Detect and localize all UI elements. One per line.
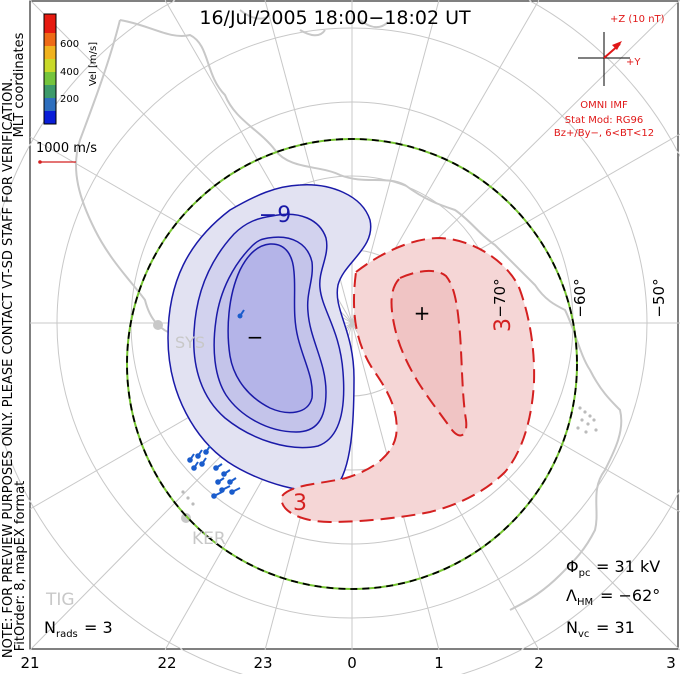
color-bar-tick-600: 600	[60, 39, 79, 50]
radar-count: Nrads = 3	[44, 618, 113, 640]
cross-polar-potential: Φpc = 31 kV	[566, 557, 660, 579]
vector-count: Nvc = 31	[566, 618, 635, 640]
plot-frame	[29, 0, 679, 650]
preview-note: NOTE: FOR PREVIEW PURPOSES ONLY. PLEASE …	[1, 78, 16, 658]
fit-order-note: FitOrder: 8, mapEX format	[13, 481, 28, 652]
page-title: 16/Jul/2005 18:00−18:02 UT	[199, 7, 471, 29]
phi-pc-value: = 31 kV	[596, 557, 660, 576]
imf-y-label: +Y	[626, 57, 641, 68]
mlt-label-0: 0	[347, 654, 357, 672]
grid-points	[181, 406, 598, 506]
color-bar-label: Vel [m/s]	[88, 42, 99, 86]
mlt-label-3: 3	[666, 654, 676, 672]
negative-contour-label: −9	[259, 203, 291, 228]
station-label-ker: KER	[192, 529, 226, 549]
svg-text:Nvc: Nvc	[566, 618, 589, 640]
color-bar-tick-400: 400	[60, 67, 79, 78]
n-vc-value: = 31	[596, 618, 635, 637]
positive-contour-label-bottom: 3	[293, 491, 307, 516]
positive-contour-label: 3	[491, 318, 516, 332]
coastline	[119, 19, 623, 611]
syowa-range-mark: SYS	[175, 333, 205, 352]
positive-contour-inner	[390, 270, 468, 437]
mlt-label-23: 23	[253, 654, 272, 672]
mlt-label-21: 21	[20, 654, 39, 672]
coastline-islands	[239, 9, 389, 37]
imf-source: OMNI IMF	[580, 100, 628, 111]
velocity-vectors	[187, 309, 245, 499]
positive-potential-cell	[280, 236, 536, 524]
negative-contour-inner	[227, 243, 313, 414]
imf-z-label: +Z (10 nT)	[610, 14, 665, 25]
svg-text:Nrads: Nrads	[44, 618, 78, 640]
n-rads-value: = 3	[84, 618, 113, 637]
negative-potential-cell	[167, 184, 372, 492]
imf-bin: Bz+/By−, 6<BT<12	[554, 128, 654, 139]
imf-dial	[578, 32, 630, 86]
svg-text:Φpc: Φpc	[566, 557, 590, 579]
lat-label-60: −60°	[571, 278, 589, 317]
reference-vector-label: 1000 m/s	[36, 141, 97, 156]
hm-boundary-latitude: ΛHM = −62°	[566, 586, 660, 608]
heppner-maynard-boundary	[126, 138, 578, 590]
potential-maximum-marker: +	[414, 301, 431, 325]
mlt-label-2: 2	[534, 654, 544, 672]
mlt-label-1: 1	[434, 654, 444, 672]
potential-minimum-marker: −	[247, 325, 264, 349]
reference-vector-origin	[38, 160, 42, 164]
stat-model: Stat Mod: RG96	[565, 115, 644, 126]
lambda-hm-value: = −62°	[600, 586, 660, 605]
mlt-label-22: 22	[157, 654, 176, 672]
station-markers	[153, 320, 191, 523]
positive-contour-outer	[280, 236, 536, 524]
svg-text:ΛHM: ΛHM	[566, 586, 593, 608]
station-label-tig: TIG	[45, 590, 75, 610]
coordinate-system-label: MLT coordinates	[12, 32, 27, 137]
velocity-color-bar	[43, 13, 57, 125]
lat-label-50: −50°	[650, 278, 668, 317]
lat-label-70: −70°	[491, 278, 509, 317]
color-bar-tick-200: 200	[60, 94, 79, 105]
